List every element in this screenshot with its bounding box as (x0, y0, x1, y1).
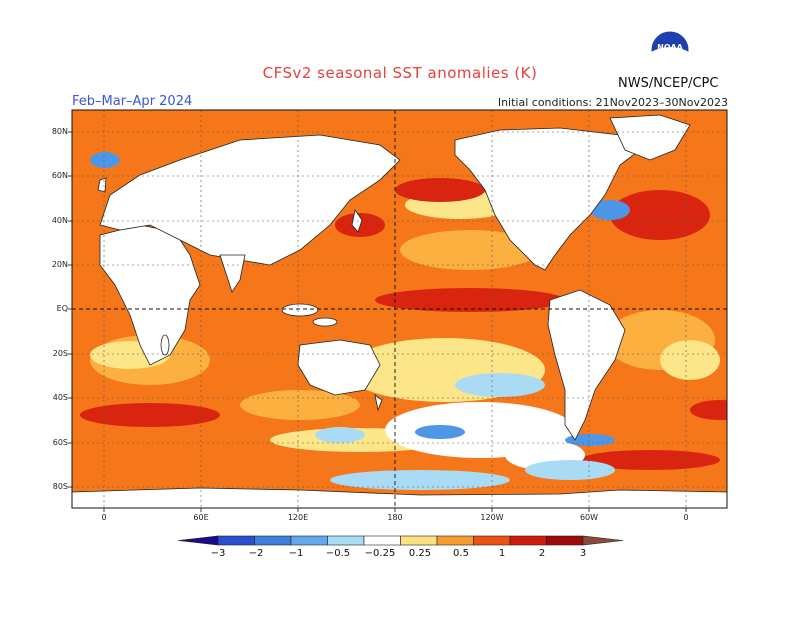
lon-label: 0 (683, 513, 689, 522)
lon-label: 0 (101, 513, 107, 522)
lat-label: 40S (52, 393, 68, 402)
lat-label: 80N (51, 127, 68, 136)
organization-label: NWS/NCEP/CPC (618, 76, 719, 91)
colorbar-swatch (400, 535, 438, 546)
initial-conditions-label: Initial conditions: 21Nov2023–30Nov2023 (497, 96, 728, 109)
lat-label: 60N (51, 171, 68, 180)
weak-cool-anomaly-areas (315, 373, 615, 490)
colorbar-label: −0.25 (364, 548, 396, 559)
india (219, 254, 246, 293)
colorbar-min-arrow (177, 535, 219, 546)
colorbar-swatch (473, 535, 511, 546)
colorbar-max-arrow (582, 535, 624, 546)
season-label: Feb–Mar–Apr 2024 (72, 94, 193, 109)
chart-title: CFSv2 seasonal SST anomalies (K) (262, 64, 538, 82)
colorbar-swatch (327, 535, 365, 546)
north-america (454, 127, 641, 271)
lon-label: 60E (193, 513, 209, 522)
land-masses (72, 114, 727, 508)
colorbar-label: 1 (498, 548, 506, 559)
lat-label: 80S (52, 482, 68, 491)
colorbar-label: −0.5 (325, 548, 351, 559)
antarctica (72, 487, 727, 508)
colorbar-swatch (436, 535, 474, 546)
lat-label: EQ (56, 304, 68, 313)
south-america (547, 289, 626, 441)
lon-label: 120W (480, 513, 504, 522)
colorbar-swatch (546, 535, 584, 546)
lon-label: 180 (387, 513, 403, 522)
colorbar-label: 2 (538, 548, 546, 559)
greenland (609, 114, 691, 161)
colorbar-label: −3 (210, 548, 226, 559)
colorbar-swatch (254, 535, 292, 546)
lon-label: 120E (287, 513, 309, 522)
svg-text:NOAA: NOAA (657, 43, 683, 52)
colorbar-label: 3 (579, 548, 587, 559)
colorbar-label: −1 (288, 548, 304, 559)
axis-ticks (68, 131, 687, 512)
colorbar-swatch (290, 535, 328, 546)
colorbar-label: −2 (248, 548, 264, 559)
colorbar-swatch (363, 535, 401, 546)
equator-dateline (72, 110, 727, 508)
lon-label: 60W (579, 513, 599, 522)
eurasia (99, 134, 401, 266)
colorbar (177, 535, 624, 546)
strong-warm-anomaly-areas (80, 178, 727, 470)
noaa-logo: NOAA (650, 30, 690, 70)
lat-label: 40N (51, 216, 68, 225)
colorbar-label: 0.25 (408, 548, 432, 559)
colorbar-swatch (217, 535, 255, 546)
lat-label: 20S (52, 349, 68, 358)
lat-label: 20N (51, 260, 68, 269)
colorbar-label: 0.5 (453, 548, 469, 559)
gridlines (72, 110, 727, 508)
lat-label: 60S (52, 438, 68, 447)
colorbar-swatch (509, 535, 547, 546)
